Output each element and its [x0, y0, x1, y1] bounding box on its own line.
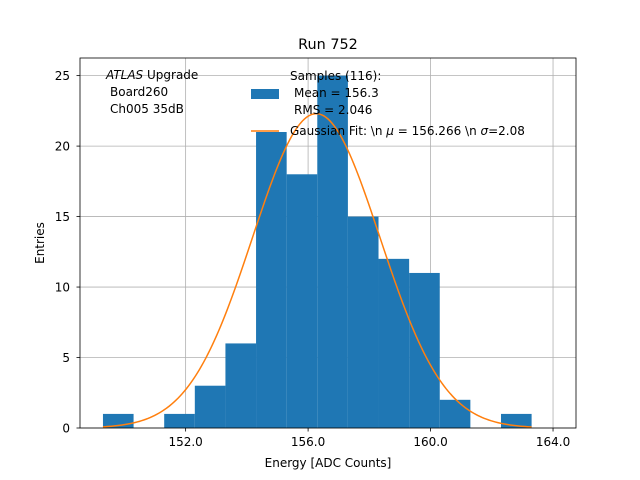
- x-tick-label: 160.0: [413, 435, 447, 449]
- histogram-bar: [378, 258, 410, 428]
- legend-fit-mu-symbol: μ: [385, 124, 394, 138]
- y-tick-label: 20: [55, 140, 70, 154]
- annotation-line-1: ATLAS Upgrade: [105, 68, 198, 82]
- legend: Samples (116): Mean = 156.3 RMS = 2.046 …: [251, 69, 525, 138]
- annotation-line-3: Ch005 35dB: [110, 102, 184, 116]
- histogram-bar: [256, 132, 287, 428]
- legend-fit-label: Gaussian Fit: \n μ = 156.266 \n σ=2.08: [290, 124, 525, 138]
- histogram-bars: [102, 75, 532, 428]
- legend-fit-mu-text: = 156.266 \n: [394, 124, 481, 138]
- histogram-bar: [317, 75, 348, 428]
- legend-histogram-line-1: Samples (116):: [290, 69, 381, 83]
- x-tick-label: 164.0: [536, 435, 570, 449]
- annotation-experiment: ATLAS: [105, 68, 144, 82]
- legend-histogram-line-3: RMS = 2.046: [294, 103, 372, 117]
- gaussian-fit-curve: [102, 112, 532, 428]
- histogram-bar: [409, 272, 440, 428]
- legend-fit-prefix: Gaussian Fit: \n: [290, 124, 386, 138]
- x-axis-ticks: 152.0 156.0 160.0 164.0: [168, 428, 570, 449]
- y-tick-label: 25: [55, 69, 70, 83]
- y-tick-label: 5: [62, 351, 70, 365]
- experiment-annotation: ATLAS Upgrade Board260 Ch005 35dB: [105, 68, 198, 116]
- histogram-bar: [286, 174, 318, 428]
- axes-frame: [79, 57, 577, 429]
- y-tick-label: 0: [62, 422, 70, 436]
- legend-histogram-swatch: [251, 89, 279, 99]
- histogram-bar: [439, 399, 471, 428]
- y-tick-label: 15: [55, 210, 70, 224]
- histogram-bar: [347, 216, 379, 428]
- y-axis-ticks: 0 5 10 15 20 25: [55, 69, 80, 436]
- annotation-line-2: Board260: [110, 85, 168, 99]
- histogram-bar: [194, 385, 226, 428]
- legend-fit-sigma-symbol: σ: [481, 124, 489, 138]
- x-tick-label: 156.0: [291, 435, 325, 449]
- x-axis-label: Energy [ADC Counts]: [265, 456, 392, 470]
- annotation-experiment-suffix: Upgrade: [143, 68, 198, 82]
- y-axis-label: Entries: [33, 222, 47, 264]
- y-tick-label: 10: [55, 281, 70, 295]
- histogram-bar: [225, 343, 257, 428]
- histogram-bar: [164, 413, 195, 428]
- legend-histogram-line-2: Mean = 156.3: [294, 86, 379, 100]
- gaussian-fit: [102, 112, 532, 428]
- x-tick-label: 152.0: [168, 435, 202, 449]
- legend-fit-sigma-text: =2.08: [488, 124, 525, 138]
- chart-title: Run 752: [298, 37, 358, 53]
